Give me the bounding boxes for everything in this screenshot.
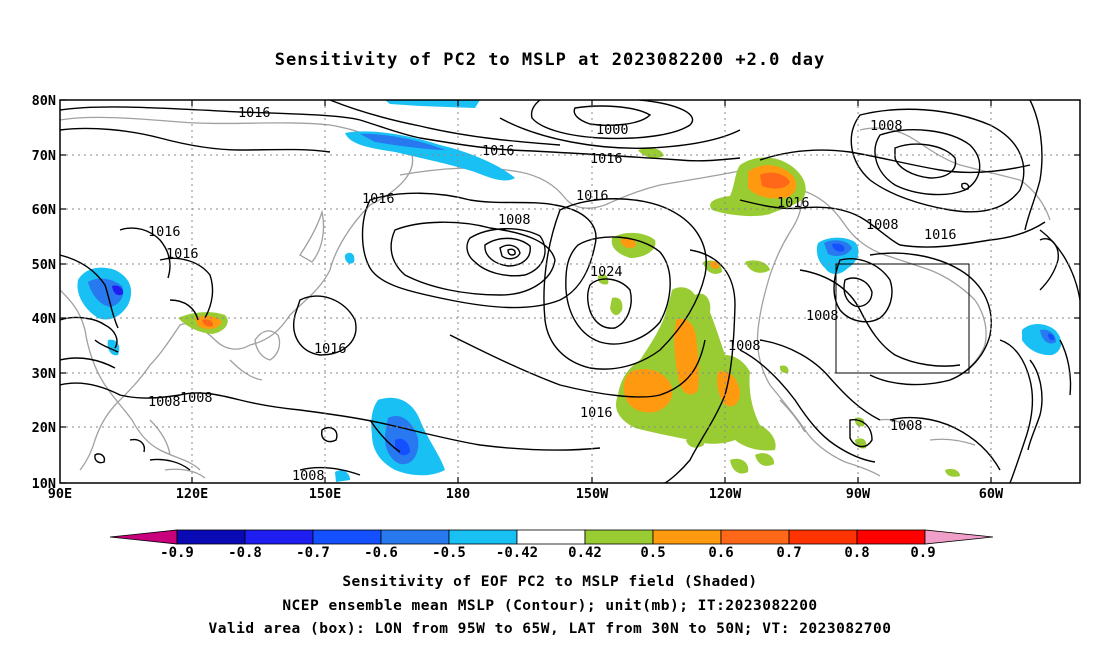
colorbar-label: 0.8 <box>844 545 869 561</box>
sensitivity-shading <box>77 100 1062 482</box>
colorbar-label: -0.42 <box>496 545 538 561</box>
lon-label: 150E <box>309 486 342 502</box>
colorbar-swatch <box>312 529 382 545</box>
contour-label: 1016 <box>238 105 271 121</box>
colorbar-labels: -0.9 -0.8 -0.7 -0.6 -0.5 -0.42 0.42 0.5 … <box>160 545 936 561</box>
colorbar-label: 0.5 <box>640 545 665 561</box>
contour-label: 1016 <box>166 246 199 262</box>
colorbar-swatch <box>448 529 518 545</box>
lat-label: 40N <box>32 311 56 327</box>
lon-label: 180 <box>446 486 470 502</box>
lon-label: 120E <box>176 486 209 502</box>
lon-label: 60W <box>979 486 1004 502</box>
contour-label: 1016 <box>580 405 613 421</box>
lon-label: 90E <box>48 486 72 502</box>
mslp-contours <box>60 100 1080 483</box>
lon-label: 90W <box>846 486 871 502</box>
colorbar-swatch <box>380 529 450 545</box>
contour-label: 1016 <box>590 151 623 167</box>
contour-labels: 1016 1016 1000 1016 1008 1016 1016 1016 … <box>148 105 957 484</box>
colorbar: -0.9 -0.8 -0.7 -0.6 -0.5 -0.42 0.42 0.5 … <box>109 529 994 561</box>
tick-marks <box>60 99 1080 484</box>
lat-label: 10N <box>32 476 56 492</box>
colorbar-swatch <box>652 529 722 545</box>
lat-label: 60N <box>32 202 56 218</box>
caption-line-3: Valid area (box): LON from 95W to 65W, L… <box>208 621 892 637</box>
chart-title: Sensitivity of PC2 to MSLP at 2023082200… <box>274 50 826 70</box>
contour-label: 1008 <box>806 308 839 324</box>
contour-label: 1016 <box>148 224 181 240</box>
contour-label: 1008 <box>890 418 923 434</box>
lat-labels: 80N 70N 60N 50N 40N 30N 20N 10N <box>32 93 56 492</box>
lat-label: 50N <box>32 257 56 273</box>
contour-label: 1016 <box>362 191 395 207</box>
colorbar-label: -0.8 <box>228 545 262 561</box>
lon-labels: 90E 120E 150E 180 150W 120W 90W 60W <box>48 486 1004 502</box>
lon-label: 150W <box>576 486 609 502</box>
contour-label: 1008 <box>180 390 213 406</box>
colorbar-swatch <box>516 529 586 545</box>
contour-label: 1016 <box>482 143 515 159</box>
contour-label: 1008 <box>866 217 899 233</box>
colorbar-high-arrow <box>924 529 994 545</box>
contour-label: 1024 <box>590 264 623 280</box>
contour-label: 1016 <box>924 227 957 243</box>
contour-label: 1008 <box>148 394 181 410</box>
colorbar-label: -0.6 <box>364 545 398 561</box>
lon-label: 120W <box>709 486 742 502</box>
colorbar-swatch <box>176 529 246 545</box>
colorbar-swatch <box>244 529 314 545</box>
colorbar-swatch <box>584 529 654 545</box>
colorbar-swatch <box>856 529 926 545</box>
lat-label: 80N <box>32 93 56 109</box>
caption-line-1: Sensitivity of EOF PC2 to MSLP field (Sh… <box>342 574 758 590</box>
lat-label: 20N <box>32 420 56 436</box>
contour-label: 1016 <box>777 195 810 211</box>
lat-label: 30N <box>32 366 56 382</box>
colorbar-swatch <box>720 529 790 545</box>
lat-label: 70N <box>32 148 56 164</box>
colorbar-label: 0.6 <box>708 545 733 561</box>
colorbar-label: 0.42 <box>568 545 602 561</box>
valid-area-box <box>835 263 970 374</box>
colorbar-label: 0.7 <box>776 545 801 561</box>
colorbar-label: 0.9 <box>910 545 935 561</box>
colorbar-swatch <box>788 529 858 545</box>
contour-label: 1016 <box>576 188 609 204</box>
map-frame <box>59 99 1081 484</box>
caption-line-2: NCEP ensemble mean MSLP (Contour); unit(… <box>282 598 818 614</box>
contour-label: 1008 <box>292 468 325 484</box>
grid-lines <box>60 100 1080 483</box>
contour-label: 1016 <box>314 341 347 357</box>
contour-label: 1008 <box>870 118 903 134</box>
colorbar-label: -0.7 <box>296 545 330 561</box>
colorbar-label: -0.9 <box>160 545 194 561</box>
colorbar-label: -0.5 <box>432 545 466 561</box>
colorbar-low-arrow <box>109 529 178 545</box>
contour-label: 1008 <box>498 212 531 228</box>
contour-label: 1000 <box>596 122 629 138</box>
colorbar-swatches <box>109 529 994 545</box>
contour-label: 1008 <box>728 338 761 354</box>
